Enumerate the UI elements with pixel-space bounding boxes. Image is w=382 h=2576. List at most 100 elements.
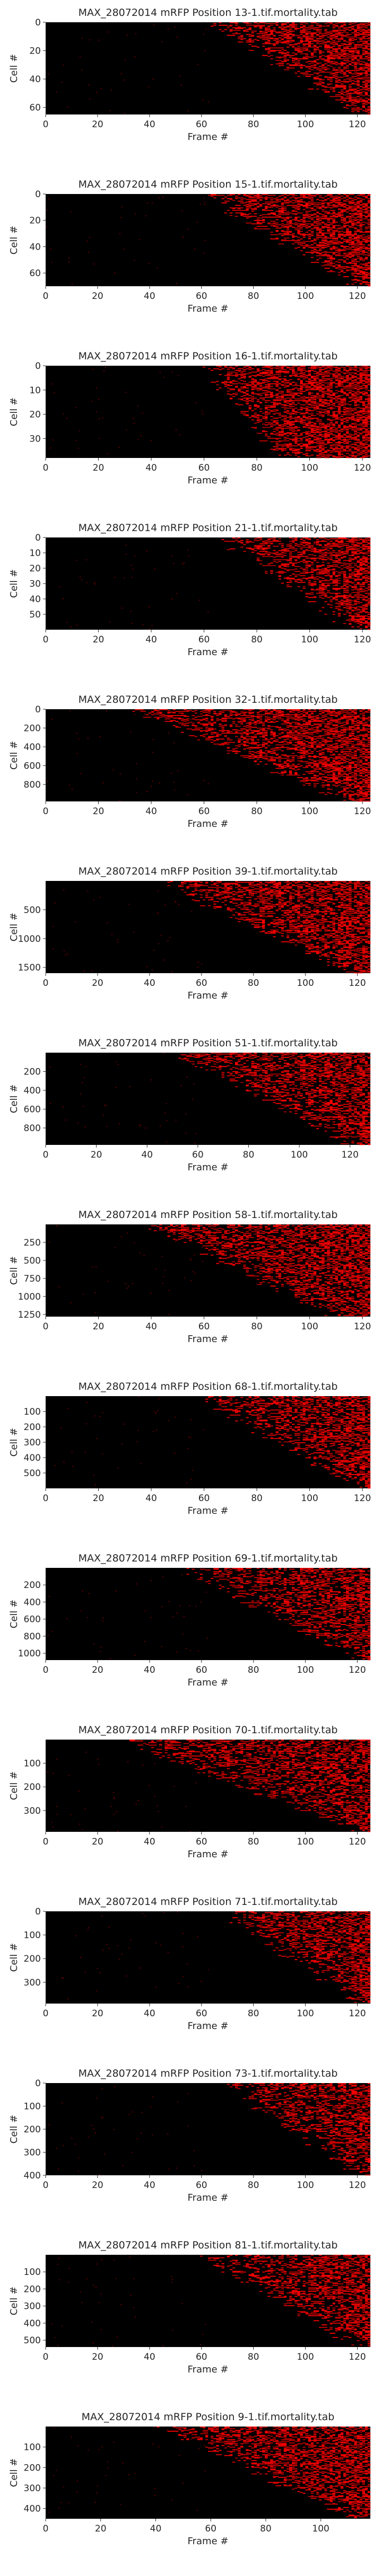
heatmap-cell — [302, 220, 306, 221]
heatmap-cell — [349, 763, 354, 764]
heatmap-cell — [343, 223, 346, 225]
heatmap-cell — [354, 569, 366, 570]
heatmap-cell — [273, 413, 276, 415]
heatmap-cell — [359, 448, 362, 449]
heatmap-cell — [351, 592, 360, 593]
heatmap-cell — [259, 200, 263, 201]
heatmap-cell — [265, 734, 268, 736]
heatmap-cell — [171, 598, 173, 599]
heatmap-cell — [332, 48, 341, 49]
heatmap-cell — [367, 412, 371, 413]
heatmap-cell — [357, 606, 362, 607]
heatmap-cell — [340, 759, 346, 761]
heatmap-cell — [327, 34, 330, 36]
heatmap-cell — [170, 720, 176, 721]
heatmap-cell — [300, 381, 303, 382]
heatmap-cell — [267, 563, 271, 564]
heatmap-cell — [281, 231, 292, 232]
heatmap-cell — [335, 418, 338, 419]
heatmap-cell — [259, 389, 263, 391]
heatmap-cell — [357, 80, 360, 82]
heatmap-cell — [300, 383, 314, 385]
heatmap-cell — [126, 429, 127, 430]
heatmap-cell — [337, 384, 344, 385]
heatmap-cell — [343, 246, 346, 248]
heatmap-cell — [292, 439, 298, 441]
heatmap-cell — [313, 424, 317, 425]
heatmap-cell — [367, 438, 371, 439]
heatmap-cell — [357, 216, 362, 217]
heatmap-cell — [308, 762, 314, 763]
heatmap-cell — [357, 242, 362, 244]
heatmap-cell — [232, 33, 241, 34]
heatmap-cell — [305, 433, 311, 434]
heatmap-cell — [310, 366, 319, 367]
heatmap-cell — [349, 454, 354, 456]
heatmap-cell — [275, 433, 279, 434]
heatmap-cell — [109, 110, 111, 111]
heatmap-cell — [256, 548, 268, 550]
heatmap-cell — [340, 69, 344, 70]
heatmap-cell — [354, 744, 366, 746]
heatmap-cell — [349, 56, 362, 57]
heatmap-cell — [346, 551, 349, 553]
heatmap-cell — [313, 578, 319, 580]
heatmap-cell — [367, 195, 371, 196]
heatmap-cell — [300, 234, 311, 235]
heatmap-cell — [300, 755, 306, 756]
heatmap-cell — [211, 196, 214, 197]
heatmap-cell — [313, 402, 319, 404]
heatmap-cell — [319, 379, 322, 381]
heatmap-cell — [235, 24, 238, 26]
heatmap-cell — [329, 248, 335, 249]
heatmap-cell — [224, 366, 227, 368]
heatmap-cell — [364, 778, 368, 779]
heatmap-cell — [354, 217, 357, 219]
heatmap-cell — [316, 218, 333, 219]
heatmap-cell — [362, 391, 366, 392]
x-axis-label: Frame # — [188, 475, 229, 486]
heatmap-cell — [275, 206, 279, 208]
heatmap-cell — [335, 202, 344, 204]
heatmap-cell — [329, 427, 335, 428]
heatmap-cell — [364, 428, 368, 430]
heatmap-cell — [335, 541, 344, 542]
heatmap-cell — [246, 385, 251, 386]
heatmap-cell — [278, 196, 281, 197]
heatmap-cell — [265, 196, 268, 198]
heatmap-cell — [327, 242, 344, 243]
heatmap-cell — [297, 60, 300, 61]
heatmap-cell — [354, 775, 357, 777]
heatmap-cell — [286, 421, 295, 423]
heatmap-cell — [216, 381, 219, 382]
x-tick-label: 40 — [145, 634, 157, 645]
heatmap-cell — [359, 559, 362, 561]
heatmap-cell — [335, 607, 338, 609]
heatmap-cell — [262, 430, 265, 431]
heatmap-cell — [235, 385, 238, 387]
heatmap-cell — [319, 454, 325, 455]
heatmap-cell — [359, 385, 362, 387]
heatmap-cell — [292, 410, 295, 411]
heatmap-cell — [308, 758, 311, 760]
heatmap-cell — [186, 728, 192, 730]
heatmap-cell — [262, 194, 268, 195]
heatmap-cell — [294, 537, 298, 539]
heatmap-cell — [308, 42, 311, 43]
heatmap-cell — [235, 375, 238, 377]
heatmap-cell — [172, 725, 176, 726]
heatmap-cell — [286, 398, 295, 399]
heatmap-cell — [343, 100, 346, 101]
heatmap-cell — [240, 214, 249, 215]
heatmap-cell — [308, 398, 311, 400]
heatmap-cell — [313, 27, 319, 29]
heatmap-cell — [324, 772, 330, 773]
heatmap-cell — [349, 72, 352, 73]
heatmap-cell — [322, 222, 325, 223]
heatmap-cell — [359, 734, 371, 736]
heatmap-cell — [362, 711, 371, 713]
heatmap-cell — [219, 387, 222, 389]
heatmap-cell — [265, 27, 268, 29]
heatmap-cell — [109, 621, 110, 623]
heatmap-cell — [240, 719, 246, 720]
